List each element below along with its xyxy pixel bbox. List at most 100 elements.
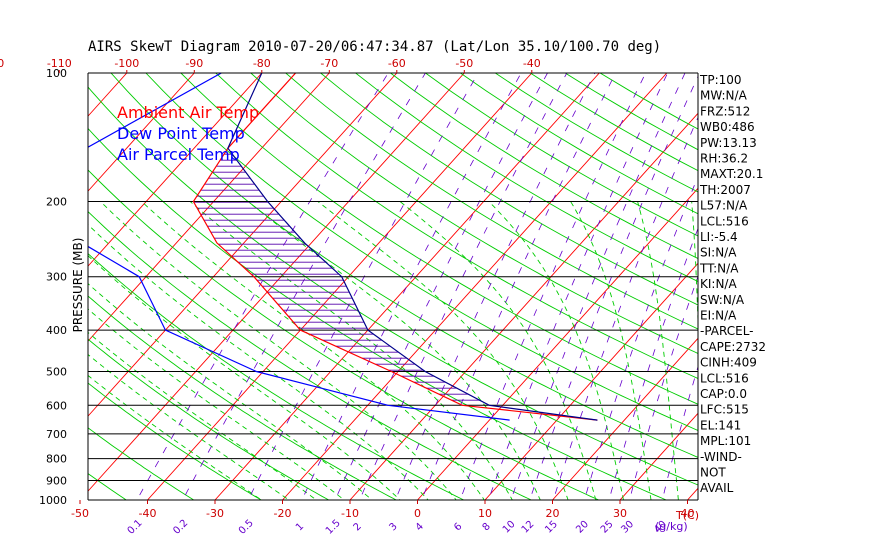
mixing-ratio-label: 8 [481, 521, 493, 533]
top-temp-label: -120 [0, 57, 4, 70]
bottom-temp-label: 30 [613, 507, 627, 520]
moist-adiabat-line [247, 201, 541, 500]
cape-hatching [193, 153, 480, 401]
moist-adiabat-line [317, 201, 569, 500]
mixing-ratio-label: 0.5 [237, 518, 256, 537]
isotherm-line [484, 262, 698, 500]
bottom-temp-label: -10 [341, 507, 359, 520]
dry-adiabat-line [88, 86, 698, 486]
dry-adiabat-line [88, 295, 398, 500]
dry-adiabat-line [88, 472, 128, 500]
isotherm-line [755, 73, 870, 500]
top-temp-label: -70 [320, 57, 338, 70]
bottom-temp-label: 0 [414, 507, 421, 520]
stat-line: LCL:516 [700, 214, 749, 228]
isotherm-line [349, 112, 698, 500]
stat-line: AVAIL [700, 481, 734, 495]
dry-adiabat-line [389, 73, 698, 260]
stat-line: MAXT:20.1 [700, 167, 763, 181]
bottom-temp-label: -30 [206, 507, 224, 520]
mixing-ratio-line [661, 365, 698, 500]
legend-air-parcel-temp: Air Parcel Temp [117, 145, 240, 164]
mixing-ratio-line [247, 73, 479, 500]
top-temp-label: -50 [455, 57, 473, 70]
mixing-ratio-label: 6 [452, 521, 464, 533]
top-temp-label: -80 [253, 57, 271, 70]
isotherm-line [88, 73, 398, 417]
dry-adiabat-line [88, 427, 195, 500]
stat-line: TH:2007 [699, 183, 751, 197]
mixing-ratio-label: 2 [352, 521, 364, 533]
top-temp-label: -40 [523, 57, 541, 70]
dry-adiabat-line [250, 73, 698, 354]
stat-line: WB0:486 [700, 120, 755, 134]
background-grid [0, 54, 870, 510]
stat-line: CAPE:2732 [700, 340, 766, 354]
moist-adiabat-line [100, 201, 457, 500]
profile-dew-point-temp [88, 73, 510, 421]
mixing-ratio-label: 15 [543, 519, 560, 536]
bottom-temp-label: -40 [139, 507, 157, 520]
isotherm-line [88, 73, 263, 267]
mixing-ratio-label: 0.2 [171, 518, 190, 537]
pressure-tick-label: 1000 [39, 494, 67, 507]
bottom-temp-label: 20 [546, 507, 560, 520]
mixing-ratio-label: 20 [574, 519, 591, 536]
isotherm-line [282, 73, 668, 500]
moist-adiabat-line [88, 308, 345, 500]
mixing-ratio-unit: (g/kg) [655, 520, 688, 533]
mixing-ratio-line [182, 73, 426, 500]
moist-adiabat-line [88, 283, 373, 500]
moist-adiabat-line [691, 201, 698, 334]
mixing-ratio-label: 1 [294, 521, 306, 533]
mixing-ratio-label: 1.5 [324, 518, 343, 537]
stat-line: EI:N/A [700, 309, 737, 323]
mixing-ratio-label: 0.1 [126, 518, 145, 537]
bottom-temp-label: -20 [274, 507, 292, 520]
dry-adiabat-line [88, 169, 600, 500]
legend: Ambient Air Temp Dew Point Temp Air Parc… [117, 103, 259, 164]
axes: -120-110-100-90-80-70-60-50-40-50-40-30-… [0, 57, 699, 537]
pressure-tick-label: 100 [46, 67, 67, 80]
mixing-ratio-label: 30 [619, 519, 636, 536]
mixing-ratio-line [629, 275, 698, 500]
mixing-ratio-label: 25 [599, 519, 616, 536]
pressure-tick-label: 300 [46, 271, 67, 284]
stat-line: LI:-5.4 [700, 230, 738, 244]
stat-line: TT:N/A [699, 261, 739, 275]
moist-adiabat-line [88, 223, 429, 500]
isotherm-line [619, 412, 698, 500]
moist-adiabat-line [88, 255, 401, 500]
top-temp-label: -60 [388, 57, 406, 70]
mixing-ratio-line [334, 73, 548, 500]
moist-adiabat-line [399, 201, 597, 500]
mixing-ratio-line [459, 73, 646, 500]
dry-adiabat-line [88, 252, 465, 500]
moist-adiabat-line [141, 201, 485, 500]
stat-line: FRZ:512 [700, 104, 750, 118]
dry-adiabat-line [145, 73, 698, 431]
stat-line: LCL:516 [700, 371, 749, 385]
mixing-ratio-line [394, 73, 596, 500]
dry-adiabat-line [494, 73, 698, 193]
y-axis-label: PRESSURE (MB) [71, 238, 85, 333]
moist-adiabat-line [488, 201, 624, 500]
moist-adiabat-line [88, 331, 318, 500]
dry-adiabat-line [529, 73, 698, 172]
dry-adiabat-line [0, 54, 3, 510]
mixing-ratio-line [608, 227, 698, 500]
dry-adiabat-line [88, 382, 263, 500]
stat-line: RH:36.2 [700, 152, 748, 166]
mixing-ratio-line [529, 75, 698, 500]
stat-line: LFC:515 [700, 403, 749, 417]
bottom-temp-label: -50 [71, 507, 89, 520]
moist-adiabat-line [88, 353, 290, 500]
top-temp-label: -90 [185, 57, 203, 70]
profile-lines [88, 73, 598, 421]
dry-adiabat-line [285, 73, 698, 330]
stat-line: EL:141 [700, 418, 741, 432]
mixing-ratio-line [136, 73, 389, 500]
stat-line: PW:13.13 [700, 136, 757, 150]
dry-adiabat-line [215, 73, 698, 380]
